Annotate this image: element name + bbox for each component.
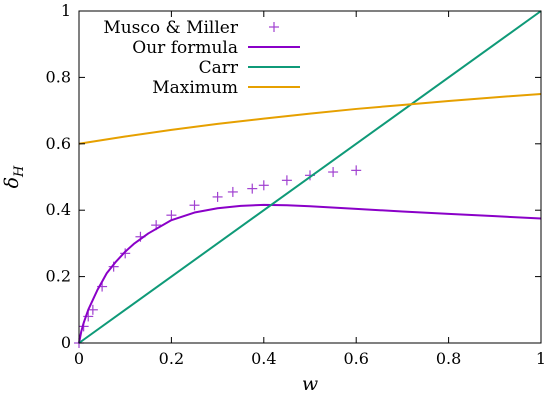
data-point-musco-miller xyxy=(87,304,98,315)
series-line-carr xyxy=(78,10,542,344)
x-axis-label: w xyxy=(302,373,318,395)
legend-marker-musco-miller xyxy=(269,22,279,32)
data-point-musco-miller xyxy=(281,175,292,186)
y-axis-label-main: δ xyxy=(1,177,23,188)
axis-ticks: 0 0.2 0.4 0.6 0.8 1 0 0.2 0.4 0.6 0.8 1 xyxy=(46,1,547,368)
data-point-musco-miller xyxy=(351,165,362,176)
data-point-musco-miller xyxy=(120,248,131,259)
y-tick-label: 0.4 xyxy=(46,200,71,219)
x-tick-label: 0.6 xyxy=(343,349,368,368)
x-tick-label: 0.4 xyxy=(251,349,276,368)
y-tick-label: 0.8 xyxy=(46,67,71,86)
legend-label-carr: Carr xyxy=(199,58,239,78)
data-point-musco-miller xyxy=(258,180,269,191)
legend-label-musco-miller: Musco & Miller xyxy=(103,18,239,38)
data-point-musco-miller xyxy=(189,200,200,211)
x-tick-label: 0 xyxy=(74,349,84,368)
y-tick-label: 1 xyxy=(61,1,71,20)
legend-label-maximum: Maximum xyxy=(152,78,238,98)
series-line-maximum xyxy=(78,93,542,145)
y-tick-label: 0.6 xyxy=(46,134,71,153)
y-axis-label-sub: H xyxy=(12,165,27,178)
x-tick-label: 1 xyxy=(536,349,546,368)
data-point-musco-miller xyxy=(227,186,238,197)
data-point-musco-miller xyxy=(328,167,339,178)
data-point-musco-miller xyxy=(247,183,258,194)
legend-label-our-formula: Our formula xyxy=(132,38,238,58)
x-tick-label: 0.8 xyxy=(436,349,461,368)
series-line-our-formula xyxy=(78,203,542,344)
y-axis-label: δH xyxy=(1,165,27,188)
data-point-musco-miller xyxy=(212,191,223,202)
plot-marks xyxy=(74,10,542,348)
y-tick-label: 0 xyxy=(61,333,71,352)
plot-frame xyxy=(78,10,542,344)
data-point-musco-miller xyxy=(166,210,177,221)
x-tick-label: 0.2 xyxy=(159,349,184,368)
y-tick-label: 0.2 xyxy=(46,267,71,286)
